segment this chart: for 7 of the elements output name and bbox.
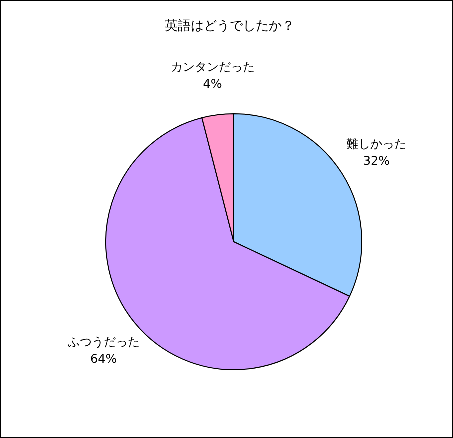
data-label: 4% xyxy=(203,76,222,91)
data-label: 32% xyxy=(363,154,390,168)
slice-label: ふつうだった xyxy=(66,335,140,350)
slice-label: カンタンだった xyxy=(170,60,255,74)
data-label: 64% xyxy=(90,352,118,366)
chart-title: 英語はどうでしたか？ xyxy=(165,19,295,34)
slice-label: 難しかった xyxy=(346,136,407,151)
